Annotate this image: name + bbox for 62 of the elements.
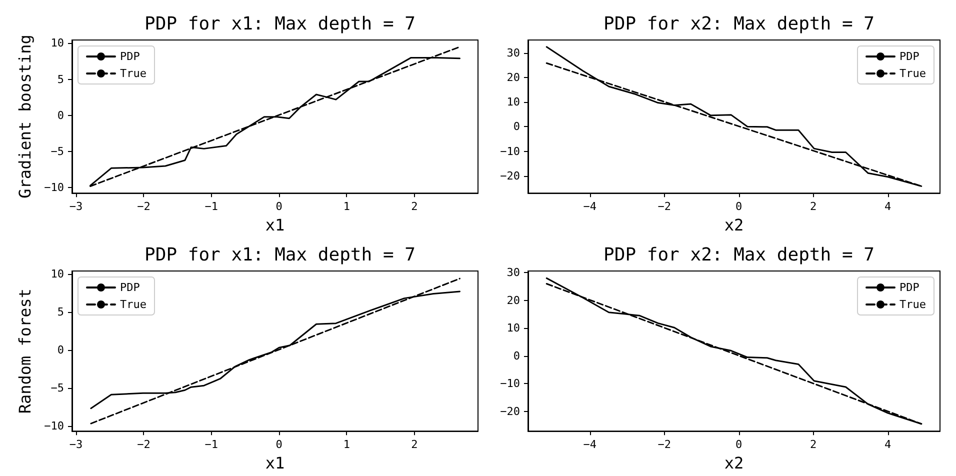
x-tick-label: 2 xyxy=(411,200,418,214)
legend-label: True xyxy=(120,298,146,311)
x-tick-label: −4 xyxy=(583,438,597,452)
y-tick-label: 30 xyxy=(506,266,520,280)
legend-label: PDP xyxy=(120,281,140,294)
x-tick-label: −1 xyxy=(204,200,218,214)
x-tick-label: 4 xyxy=(884,438,892,452)
y-tick-label: −10 xyxy=(500,377,520,390)
legend-label: True xyxy=(900,67,926,80)
y-tick-label: −20 xyxy=(500,169,520,182)
legend-label: True xyxy=(120,67,146,80)
y-tick-label: 20 xyxy=(506,294,520,307)
y-axis-title: Random forest xyxy=(16,288,35,414)
x-tick-label: 0 xyxy=(276,200,282,214)
legend-label: True xyxy=(900,298,926,311)
x-tick-label: 2 xyxy=(810,200,817,214)
y-tick-label: −5 xyxy=(50,381,64,394)
chart-title: PDP for x2: Max depth = 7 xyxy=(604,14,874,34)
x-axis-title: x2 xyxy=(724,454,744,472)
x-tick-label: −2 xyxy=(658,200,671,214)
y-axis-title: Gradient boosting xyxy=(16,34,35,198)
legend-label: PDP xyxy=(900,50,920,63)
y-tick-label: −10 xyxy=(44,419,64,432)
x-tick-label: 2 xyxy=(411,438,418,452)
x-tick-label: −2 xyxy=(658,438,671,452)
legend-label: PDP xyxy=(900,281,920,294)
chart-title: PDP for x2: Max depth = 7 xyxy=(604,244,874,266)
x-tick-label: 0 xyxy=(736,438,742,452)
x-tick-label: 4 xyxy=(884,200,892,214)
y-tick-label: 10 xyxy=(506,322,520,335)
y-tick-label: 0 xyxy=(513,349,520,362)
y-tick-label: 5 xyxy=(57,305,64,318)
y-tick-label: 30 xyxy=(506,46,520,60)
x-tick-label: 2 xyxy=(810,438,817,452)
x-tick-label: −3 xyxy=(69,200,83,214)
y-tick-label: −10 xyxy=(500,144,520,158)
x-tick-label: −2 xyxy=(137,438,150,452)
y-tick-label: 10 xyxy=(50,268,64,281)
x-tick-label: −4 xyxy=(583,200,597,214)
y-tick-label: 0 xyxy=(57,343,64,356)
y-tick-label: −5 xyxy=(50,145,64,158)
legend-label: PDP xyxy=(120,50,140,63)
y-tick-label: 0 xyxy=(57,108,64,122)
x-tick-label: −1 xyxy=(204,438,218,452)
x-tick-label: −3 xyxy=(69,438,83,452)
x-axis-title: x1 xyxy=(265,454,285,472)
y-tick-label: −20 xyxy=(500,404,520,418)
chart-title: PDP for x1: Max depth = 7 xyxy=(144,14,416,34)
y-tick-label: −10 xyxy=(44,181,64,194)
x-tick-label: 0 xyxy=(276,438,282,452)
chart-title: PDP for x1: Max depth = 7 xyxy=(144,244,416,266)
x-axis-title: x1 xyxy=(265,216,285,234)
y-tick-label: 0 xyxy=(513,120,520,134)
y-tick-label: 10 xyxy=(506,96,520,109)
x-tick-label: 0 xyxy=(736,200,742,214)
x-axis-title: x2 xyxy=(724,216,744,234)
y-tick-label: 5 xyxy=(57,72,64,86)
x-tick-label: −2 xyxy=(137,200,150,214)
x-tick-label: 1 xyxy=(343,200,350,214)
x-tick-label: 1 xyxy=(343,438,350,452)
y-tick-label: 10 xyxy=(50,36,64,50)
y-tick-label: 20 xyxy=(506,70,520,84)
